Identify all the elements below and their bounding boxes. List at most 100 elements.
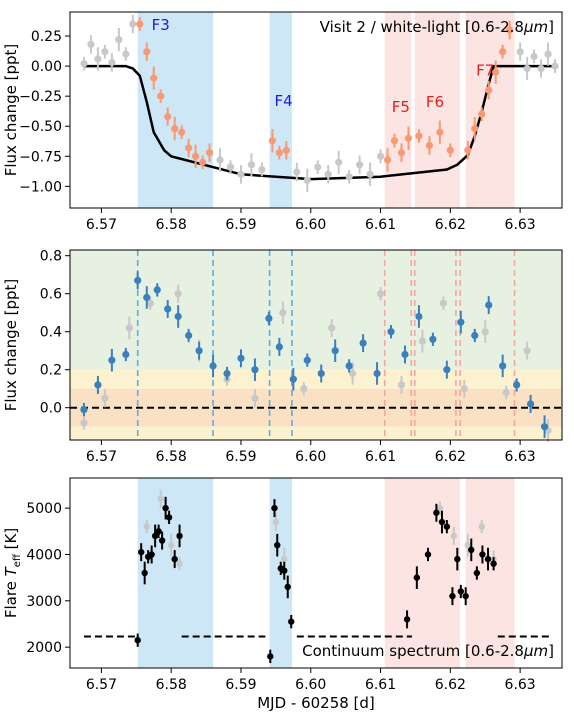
data-point [101, 48, 109, 56]
data-point [216, 156, 224, 164]
x-tick-label: 6.59 [225, 217, 256, 233]
data-point [141, 569, 148, 577]
data-point [137, 548, 145, 556]
data-point [436, 504, 444, 512]
panel-bottom-teff: 2000 3000 4000 5000 6.57 6.58 6.59 6.60 6.61 6.6… [2, 477, 563, 712]
y-tick-label: −0.25 [19, 89, 62, 105]
bottom-flare-regions [137, 478, 515, 668]
data-point [401, 350, 409, 359]
data-point [366, 170, 374, 178]
data-point [464, 146, 472, 154]
data-point [122, 50, 130, 58]
y-tick-label: 0.8 [40, 249, 62, 265]
data-point [80, 60, 88, 68]
data-point [397, 381, 406, 389]
y-tick-label: −0.75 [19, 149, 62, 165]
data-point [101, 394, 109, 402]
data-point [164, 305, 172, 313]
data-point [205, 149, 214, 157]
bottom-x-ticks: 6.57 6.58 6.59 6.60 6.61 6.62 6.63 [86, 668, 536, 693]
data-point [300, 385, 308, 393]
data-point [174, 290, 182, 298]
x-tick-label: 6.58 [156, 677, 187, 693]
data-point [158, 537, 166, 544]
data-point [415, 132, 423, 140]
top-y-axis-label: Flux change [ppt] [2, 44, 20, 177]
y-tick-label: 0.4 [40, 325, 62, 341]
data-point [258, 165, 266, 174]
y-tick-label: −0.50 [19, 119, 62, 135]
y-tick-label: 4000 [26, 547, 62, 563]
data-point [271, 504, 278, 512]
data-point [506, 26, 514, 34]
y-tick-label: 3000 [26, 594, 62, 610]
middle-x-ticks: 6.57 6.58 6.59 6.60 6.61 6.62 6.63 [86, 440, 536, 465]
data-point [125, 324, 133, 332]
y-tick-label: −1.00 [19, 179, 62, 195]
data-point [537, 64, 545, 73]
data-point [439, 299, 447, 307]
data-point [281, 555, 288, 563]
data-point [157, 92, 165, 100]
data-point [198, 158, 207, 166]
data-point [479, 551, 486, 558]
middle-data-points [80, 271, 552, 442]
y-tick-label: 5000 [26, 501, 62, 517]
data-point [226, 163, 235, 171]
data-point [492, 68, 500, 76]
data-point [349, 369, 357, 378]
data-point [157, 495, 164, 503]
data-point [195, 347, 203, 355]
data-point [551, 62, 559, 70]
data-point [450, 532, 458, 540]
data-point [331, 347, 339, 355]
top-annotation: Visit 2 / white-light [0.6-2.8μm] [320, 18, 554, 36]
x-tick-label: 6.61 [365, 677, 396, 693]
data-point [275, 149, 283, 157]
data-point [324, 170, 332, 178]
data-point [413, 574, 421, 581]
data-point [485, 301, 493, 309]
flare-region-0 [137, 478, 214, 668]
bottom-y-ticks: 2000 3000 4000 5000 [26, 501, 70, 656]
data-point [167, 541, 175, 549]
data-point [403, 616, 411, 623]
x-tick-label: 6.61 [365, 449, 396, 465]
data-point [449, 592, 456, 600]
data-point [162, 504, 169, 512]
data-point [87, 40, 95, 49]
x-tick-label: 6.62 [435, 217, 466, 233]
data-point [485, 86, 493, 94]
data-point [171, 555, 178, 563]
middle-y-axis-label: Flux change [ppt] [2, 279, 20, 412]
data-point [359, 339, 367, 347]
data-point [516, 48, 524, 56]
data-point [247, 161, 256, 169]
data-point [502, 388, 510, 397]
data-point [136, 20, 144, 28]
data-point [544, 50, 552, 58]
bottom-y-axis-label: Flare Teff [K] [2, 528, 23, 618]
y-tick-label: 0.6 [40, 287, 62, 303]
flare-region-4 [465, 12, 515, 208]
data-point [134, 276, 142, 284]
x-tick-label: 6.57 [86, 677, 117, 693]
data-point [268, 137, 276, 145]
x-tick-label: 6.58 [156, 449, 187, 465]
data-point [303, 356, 311, 364]
data-point [223, 369, 231, 378]
panel-top-light-curve: 0.250.00−0.25−0.50−0.75−1.00 6.57 6.58 6.5… [2, 11, 563, 233]
data-point [150, 74, 158, 82]
data-point [251, 366, 259, 374]
data-point [387, 328, 395, 336]
data-point [433, 509, 440, 516]
data-point [185, 331, 193, 340]
x-tick-label: 6.60 [295, 677, 326, 693]
data-point [335, 158, 343, 166]
data-point [134, 636, 141, 644]
data-point [540, 423, 549, 431]
data-point [288, 618, 295, 625]
data-point [457, 318, 465, 326]
data-point [164, 113, 172, 121]
